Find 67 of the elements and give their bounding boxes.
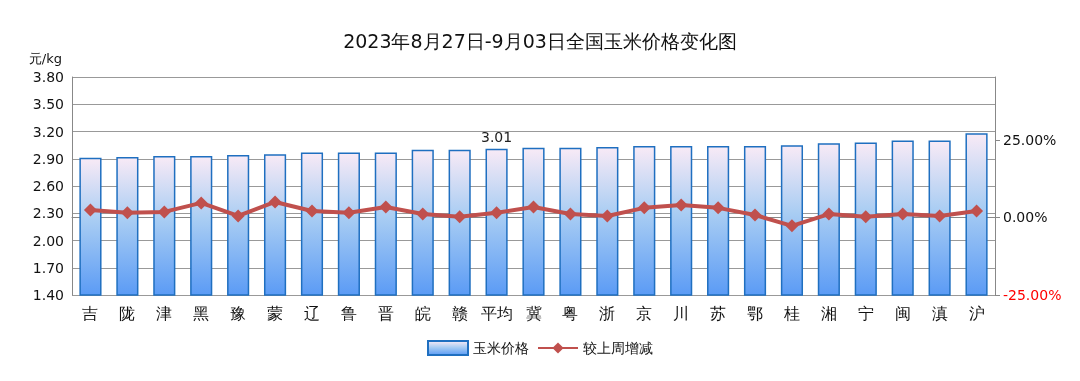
x-tick-label: 赣	[451, 303, 468, 323]
x-tick-label: 平均	[480, 303, 513, 323]
y-tick-label: 2.90	[32, 150, 64, 167]
chart-title: 2023年8月27日-9月03日全国玉米价格变化图	[343, 29, 737, 52]
point	[342, 206, 356, 220]
y-tick-label: 3.80	[32, 69, 64, 85]
x-tick-label: 鄂	[747, 303, 764, 323]
point	[970, 204, 984, 218]
point	[194, 196, 208, 210]
point	[231, 209, 245, 223]
point	[490, 206, 504, 220]
legend-label: 玉米价格	[473, 340, 529, 356]
x-tick-label: 川	[673, 303, 690, 323]
x-tick-label: 湘	[820, 303, 837, 323]
x-tick-label: 晋	[377, 303, 394, 323]
x-tick-label: 津	[156, 303, 173, 323]
x-tick-label: 滇	[931, 303, 948, 323]
point	[748, 208, 762, 222]
x-tick-label: 宁	[857, 303, 874, 323]
point	[674, 198, 688, 212]
point	[896, 207, 910, 221]
point	[83, 203, 97, 217]
x-tick-label: 豫	[230, 303, 247, 323]
point	[711, 201, 725, 215]
legend-label: 较上周增减	[583, 340, 653, 356]
x-tick-label: 沪	[968, 303, 985, 323]
y-tick-label: 2.60	[32, 178, 64, 194]
x-tick-label: 浙	[599, 303, 616, 323]
point	[379, 200, 393, 214]
point	[157, 205, 171, 219]
point	[416, 207, 430, 221]
x-tick-label: 京	[636, 303, 653, 323]
point	[527, 200, 540, 214]
point	[305, 204, 319, 218]
point	[268, 195, 282, 209]
x-tick-label: 陇	[119, 303, 136, 323]
y2-tick-label: 25.00%	[1003, 131, 1057, 148]
x-tick-label: 鲁	[340, 303, 357, 323]
x-tick-label: 吉	[82, 303, 99, 323]
point	[563, 207, 577, 221]
x-tick-label: 粤	[562, 303, 579, 323]
data-label: 3.01	[480, 128, 513, 145]
y-tick-label: 3.20	[32, 123, 64, 140]
y-tick-label: 3.50	[32, 96, 64, 113]
y2-tick-label: -25.00%	[1003, 287, 1062, 303]
x-tick-label: 蒙	[267, 303, 284, 323]
point	[933, 209, 947, 223]
y-tick-label: 1.70	[32, 259, 64, 276]
point	[453, 210, 467, 224]
y-tick-label: 2.00	[32, 232, 64, 249]
point	[600, 209, 614, 223]
x-tick-label: 黑	[193, 303, 210, 323]
x-tick-label: 苏	[710, 303, 727, 323]
x-tick-label: 辽	[303, 303, 320, 323]
x-tick-label: 皖	[414, 303, 431, 323]
x-tick-label: 闽	[894, 303, 911, 323]
y-tick-label: 2.30	[32, 205, 64, 222]
point	[120, 206, 134, 220]
y-axis-title: 元/kg	[28, 51, 62, 66]
x-tick-label: 桂	[782, 303, 800, 323]
y-tick-label: 1.40	[32, 287, 64, 303]
point	[859, 210, 873, 224]
point	[785, 219, 799, 233]
point	[822, 207, 836, 221]
point	[637, 201, 651, 215]
y2-tick-label: 0.00%	[1003, 209, 1048, 226]
x-tick-label: 冀	[525, 303, 542, 323]
